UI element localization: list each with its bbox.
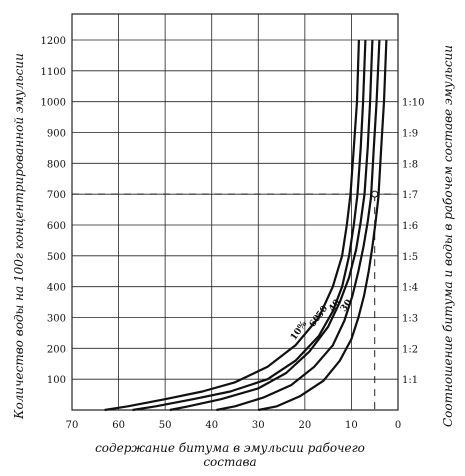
series-curve [258,39,388,412]
x-tick-labels: 70 60 50 40 30 20 10 0 [66,420,402,431]
x-tick-label: 30 [252,420,265,431]
y2-tick-label: 1:10 [402,98,424,109]
x-tick-label: 50 [159,420,172,431]
y2-tick-label: 1:7 [402,190,418,201]
y2-tick-label: 1:6 [402,221,418,232]
series-curve [104,39,360,412]
y-tick-label: 300 [47,314,66,325]
series-curve [216,39,381,412]
x-axis-label-line2: состава [203,455,256,469]
y-tick-label: 1200 [41,36,66,47]
y2-tick-label: 1:5 [402,252,418,263]
y2-tick-label: 1:1 [402,375,418,386]
y2-axis-label: Соотношение битума и воды в рабочем сост… [441,45,455,427]
y-tick-label: 200 [47,344,66,355]
y2-tick-label: 1:4 [402,283,418,294]
reference-point [371,190,379,198]
plot-frame [71,13,399,411]
y-tick-label: 1000 [41,98,66,109]
reference-lines [72,190,398,410]
x-tick-label: 20 [298,420,311,431]
y-tick-label: 600 [47,221,66,232]
series-curve [169,39,374,412]
x-tick-label: 70 [66,420,79,431]
x-tick-label: 0 [395,420,401,431]
y-tick-label: 500 [47,252,66,263]
y-axis-label: Количество воды на 100г концентрированно… [12,53,26,420]
y-tick-label: 100 [47,375,66,386]
x-tick-label: 10 [345,420,358,431]
y-tick-label: 800 [47,159,66,170]
x-tick-label: 40 [205,420,218,431]
y2-tick-label: 1:8 [402,159,418,170]
y2-tick-labels: 1:1 1:2 1:3 1:4 1:5 1:6 1:7 1:8 1:9 1:10 [402,98,424,386]
y-tick-label: 900 [47,129,66,140]
y-tick-label: 1100 [41,67,66,78]
y-tick-labels: 100 200 300 400 500 600 700 800 900 1000 1100 1200 [41,36,66,386]
y2-tick-label: 1:9 [402,129,418,140]
x-axis-label-line1: содержание битума в эмульсии рабочего [95,441,365,455]
series-curve [132,39,367,412]
series-curves [104,39,388,412]
y2-tick-label: 1:2 [402,344,418,355]
y2-tick-label: 1:3 [402,314,418,325]
y-tick-label: 400 [47,283,66,294]
x-tick-label: 60 [112,420,125,431]
y-tick-label: 700 [47,190,66,201]
